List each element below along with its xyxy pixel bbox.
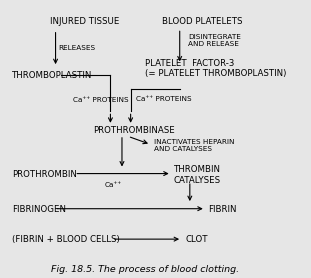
Text: CLOT: CLOT (185, 235, 208, 244)
Text: BLOOD PLATELETS: BLOOD PLATELETS (162, 17, 243, 26)
Text: Ca⁺⁺: Ca⁺⁺ (104, 182, 122, 188)
Text: THROMBIN
CATALYSES: THROMBIN CATALYSES (174, 165, 221, 185)
Text: Ca⁺⁺ PROTEINS: Ca⁺⁺ PROTEINS (73, 97, 128, 103)
Text: PLATELET  FACTOR-3
(= PLATELET THROMBOPLASTIN): PLATELET FACTOR-3 (= PLATELET THROMBOPLA… (145, 59, 286, 78)
Text: RELEASES: RELEASES (58, 45, 95, 51)
Text: FIBRIN: FIBRIN (209, 205, 237, 214)
Text: INACTIVATES HEPARIN
AND CATALYSES: INACTIVATES HEPARIN AND CATALYSES (154, 139, 234, 152)
Text: (FIBRIN + BLOOD CELLS): (FIBRIN + BLOOD CELLS) (12, 235, 120, 244)
Text: PROTHROMBINASE: PROTHROMBINASE (93, 126, 175, 135)
Text: Fig. 18.5. The process of blood clotting.: Fig. 18.5. The process of blood clotting… (51, 265, 239, 274)
Text: Ca⁺⁺ PROTEINS: Ca⁺⁺ PROTEINS (137, 96, 192, 102)
Text: DISINTEGRATE
AND RELEASE: DISINTEGRATE AND RELEASE (188, 34, 241, 47)
Text: FIBRINOGEN: FIBRINOGEN (12, 205, 66, 214)
Text: PROTHROMBIN: PROTHROMBIN (12, 170, 77, 180)
Text: INJURED TISSUE: INJURED TISSUE (50, 17, 119, 26)
Text: THROMBOPLASTIN: THROMBOPLASTIN (12, 71, 93, 80)
